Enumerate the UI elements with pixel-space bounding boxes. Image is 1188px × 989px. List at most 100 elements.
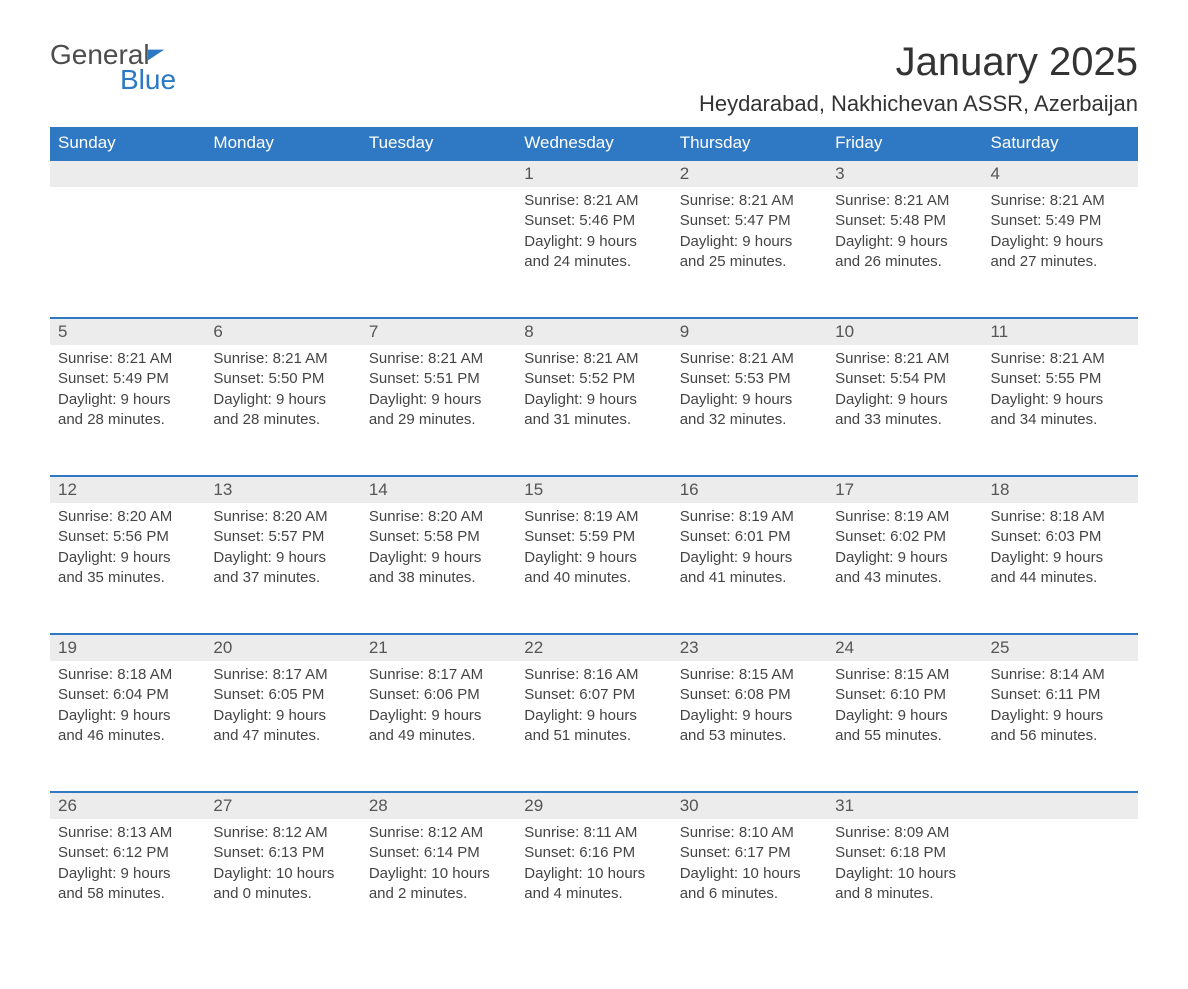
day-cell: Sunrise: 8:11 AMSunset: 6:16 PMDaylight:…	[516, 819, 671, 949]
day-cell: Sunrise: 8:13 AMSunset: 6:12 PMDaylight:…	[50, 819, 205, 949]
day-cell: Sunrise: 8:09 AMSunset: 6:18 PMDaylight:…	[827, 819, 982, 949]
weekday-header: Monday	[205, 127, 360, 160]
detail-line: and 24 minutes.	[524, 252, 663, 272]
detail-line: and 34 minutes.	[991, 410, 1130, 430]
day-number-cell: 6	[205, 318, 360, 345]
day-number-row: 1234	[50, 160, 1138, 187]
day-content-row: Sunrise: 8:21 AMSunset: 5:46 PMDaylight:…	[50, 187, 1138, 318]
detail-line: and 8 minutes.	[835, 884, 974, 904]
day-number-cell: 26	[50, 792, 205, 819]
detail-line: Sunset: 5:56 PM	[58, 527, 197, 547]
day-details: Sunrise: 8:20 AMSunset: 5:56 PMDaylight:…	[50, 503, 205, 606]
day-details: Sunrise: 8:21 AMSunset: 5:51 PMDaylight:…	[361, 345, 516, 448]
detail-line: Sunrise: 8:17 AM	[369, 665, 508, 685]
detail-line: Sunset: 6:07 PM	[524, 685, 663, 705]
detail-line: Sunrise: 8:21 AM	[835, 349, 974, 369]
day-details: Sunrise: 8:09 AMSunset: 6:18 PMDaylight:…	[827, 819, 982, 922]
detail-line: Sunrise: 8:15 AM	[835, 665, 974, 685]
calendar-table: SundayMondayTuesdayWednesdayThursdayFrid…	[50, 127, 1138, 949]
day-details: Sunrise: 8:14 AMSunset: 6:11 PMDaylight:…	[983, 661, 1138, 764]
detail-line: Sunset: 5:49 PM	[58, 369, 197, 389]
detail-line: and 51 minutes.	[524, 726, 663, 746]
detail-line: Sunset: 5:58 PM	[369, 527, 508, 547]
detail-line: and 37 minutes.	[213, 568, 352, 588]
detail-line: Sunset: 6:17 PM	[680, 843, 819, 863]
day-number-cell: 25	[983, 634, 1138, 661]
day-details: Sunrise: 8:18 AMSunset: 6:03 PMDaylight:…	[983, 503, 1138, 606]
detail-line: Daylight: 9 hours	[369, 706, 508, 726]
day-details: Sunrise: 8:15 AMSunset: 6:10 PMDaylight:…	[827, 661, 982, 764]
detail-line: Daylight: 9 hours	[524, 706, 663, 726]
day-number-cell: 10	[827, 318, 982, 345]
day-cell: Sunrise: 8:18 AMSunset: 6:03 PMDaylight:…	[983, 503, 1138, 634]
day-cell: Sunrise: 8:20 AMSunset: 5:57 PMDaylight:…	[205, 503, 360, 634]
day-details: Sunrise: 8:16 AMSunset: 6:07 PMDaylight:…	[516, 661, 671, 764]
detail-line: Sunrise: 8:15 AM	[680, 665, 819, 685]
day-number-row: 19202122232425	[50, 634, 1138, 661]
detail-line: Daylight: 10 hours	[835, 864, 974, 884]
detail-line: Sunrise: 8:19 AM	[524, 507, 663, 527]
detail-line: Daylight: 9 hours	[991, 390, 1130, 410]
detail-line: and 32 minutes.	[680, 410, 819, 430]
day-cell: Sunrise: 8:21 AMSunset: 5:50 PMDaylight:…	[205, 345, 360, 476]
detail-line: and 46 minutes.	[58, 726, 197, 746]
day-number-cell: 5	[50, 318, 205, 345]
day-number-cell: 28	[361, 792, 516, 819]
detail-line: Daylight: 9 hours	[213, 390, 352, 410]
day-number-cell: 20	[205, 634, 360, 661]
day-number-cell: 4	[983, 160, 1138, 187]
day-number-cell: 18	[983, 476, 1138, 503]
day-cell: Sunrise: 8:17 AMSunset: 6:06 PMDaylight:…	[361, 661, 516, 792]
day-details: Sunrise: 8:12 AMSunset: 6:13 PMDaylight:…	[205, 819, 360, 922]
day-details: Sunrise: 8:15 AMSunset: 6:08 PMDaylight:…	[672, 661, 827, 764]
detail-line: and 33 minutes.	[835, 410, 974, 430]
detail-line: Sunrise: 8:09 AM	[835, 823, 974, 843]
day-content-row: Sunrise: 8:13 AMSunset: 6:12 PMDaylight:…	[50, 819, 1138, 949]
detail-line: Sunrise: 8:10 AM	[680, 823, 819, 843]
day-number-cell: 21	[361, 634, 516, 661]
flag-icon	[148, 40, 166, 58]
detail-line: and 28 minutes.	[213, 410, 352, 430]
detail-line: Sunrise: 8:21 AM	[991, 349, 1130, 369]
detail-line: Sunset: 6:05 PM	[213, 685, 352, 705]
day-number-cell: 17	[827, 476, 982, 503]
day-number-cell: 7	[361, 318, 516, 345]
detail-line: and 43 minutes.	[835, 568, 974, 588]
detail-line: and 58 minutes.	[58, 884, 197, 904]
day-cell: Sunrise: 8:21 AMSunset: 5:46 PMDaylight:…	[516, 187, 671, 318]
day-details: Sunrise: 8:19 AMSunset: 5:59 PMDaylight:…	[516, 503, 671, 606]
detail-line: Daylight: 9 hours	[991, 706, 1130, 726]
detail-line: Daylight: 9 hours	[58, 864, 197, 884]
detail-line: Sunset: 6:11 PM	[991, 685, 1130, 705]
day-cell	[361, 187, 516, 318]
day-details: Sunrise: 8:19 AMSunset: 6:02 PMDaylight:…	[827, 503, 982, 606]
brand-logo: General Blue	[50, 40, 176, 95]
title-block: January 2025 Heydarabad, Nakhichevan ASS…	[699, 40, 1138, 117]
detail-line: Sunset: 5:53 PM	[680, 369, 819, 389]
detail-line: Sunrise: 8:21 AM	[369, 349, 508, 369]
day-number-cell: 9	[672, 318, 827, 345]
location-subtitle: Heydarabad, Nakhichevan ASSR, Azerbaijan	[699, 91, 1138, 117]
day-cell: Sunrise: 8:15 AMSunset: 6:08 PMDaylight:…	[672, 661, 827, 792]
day-details: Sunrise: 8:21 AMSunset: 5:49 PMDaylight:…	[983, 187, 1138, 290]
detail-line: Daylight: 9 hours	[680, 706, 819, 726]
detail-line: Sunset: 6:03 PM	[991, 527, 1130, 547]
day-cell: Sunrise: 8:20 AMSunset: 5:58 PMDaylight:…	[361, 503, 516, 634]
detail-line: Sunset: 6:02 PM	[835, 527, 974, 547]
month-title: January 2025	[699, 40, 1138, 85]
detail-line: and 26 minutes.	[835, 252, 974, 272]
day-details: Sunrise: 8:18 AMSunset: 6:04 PMDaylight:…	[50, 661, 205, 764]
day-number-cell: 15	[516, 476, 671, 503]
detail-line: Daylight: 9 hours	[213, 548, 352, 568]
calendar-body: 1234Sunrise: 8:21 AMSunset: 5:46 PMDayli…	[50, 160, 1138, 949]
day-number-cell: 27	[205, 792, 360, 819]
day-cell: Sunrise: 8:16 AMSunset: 6:07 PMDaylight:…	[516, 661, 671, 792]
detail-line: Sunset: 5:47 PM	[680, 211, 819, 231]
detail-line: Daylight: 9 hours	[680, 232, 819, 252]
day-cell: Sunrise: 8:19 AMSunset: 6:02 PMDaylight:…	[827, 503, 982, 634]
detail-line: and 6 minutes.	[680, 884, 819, 904]
detail-line: Sunrise: 8:21 AM	[835, 191, 974, 211]
detail-line: Sunrise: 8:21 AM	[680, 349, 819, 369]
detail-line: Sunset: 6:12 PM	[58, 843, 197, 863]
day-number-cell	[50, 160, 205, 187]
